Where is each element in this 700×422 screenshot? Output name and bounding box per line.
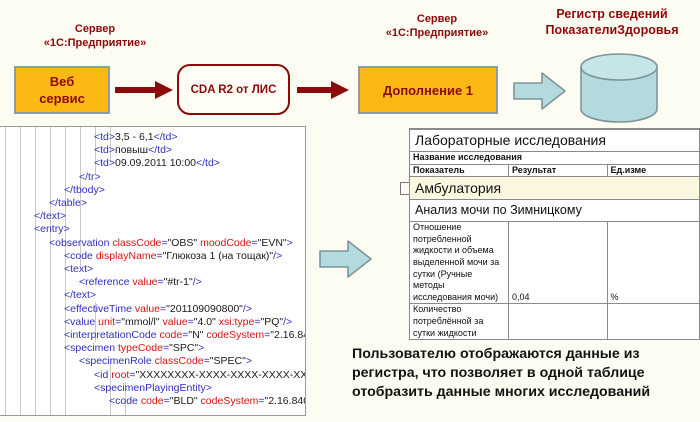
cyan-block-arrow-icon: [318, 238, 374, 285]
indent-guide: [65, 127, 66, 415]
register-table-panel[interactable]: Лабораторные исследования Название иссле…: [409, 128, 700, 340]
cell-unit: %: [606, 221, 699, 305]
column-header-result[interactable]: Результат: [508, 163, 608, 178]
table-left-rail: [409, 128, 410, 340]
indent-guide: [95, 127, 96, 175]
node-cda[interactable]: CDA R2 от ЛИС: [177, 64, 290, 115]
table-study-label: Анализ мочи по Зимницкому: [410, 199, 699, 223]
xml-line: </tbody>: [64, 183, 105, 196]
xml-line: <effectiveTime value="201109090800"/>: [64, 302, 252, 315]
xml-line: <value unit="mmol/l" value="4.0" xsi:typ…: [64, 315, 293, 328]
xml-line: <specimenPlayingEntity>: [94, 381, 212, 394]
table-group-label: Амбулатория: [410, 176, 699, 201]
red-arrow-icon: [115, 79, 175, 101]
xml-line: <specimen typeCode="SPC">: [64, 342, 205, 355]
column-header-parameter[interactable]: Показатель: [410, 163, 509, 178]
xml-line: <code displayName="Глюкоза 1 (на тощак)"…: [64, 249, 283, 262]
label-register: Регистр сведений ПоказателиЗдоровья: [545, 7, 679, 37]
xml-line: <td>09.09.2011 10:00</td>: [94, 157, 220, 170]
table-row-header: Показатель Результат Ед.изме: [410, 163, 699, 178]
register-table: Лабораторные исследования Название иссле…: [410, 129, 699, 339]
caption-text: Пользователю отображаются данные из реги…: [352, 346, 651, 400]
table-left-stub: [400, 182, 409, 195]
indent-guide: [110, 127, 111, 163]
indent-guide: [110, 359, 111, 415]
column-header-unit[interactable]: Ед.изме: [606, 163, 699, 178]
xml-line: </table>: [49, 197, 87, 209]
table-body: Лабораторные исследования Название иссле…: [410, 129, 699, 339]
xml-code-panel[interactable]: <td>3,5 - 6,1</td> <td>повыш</td> <td>09.0…: [0, 126, 306, 416]
table-title: Лабораторные исследования: [410, 129, 699, 152]
indent-guide: [35, 127, 36, 415]
xml-line: <td>3,5 - 6,1</td>: [94, 131, 178, 143]
cell-result: 0,04: [508, 221, 608, 305]
indent-guide: [125, 382, 126, 415]
cell-result: 2 000: [508, 303, 608, 339]
indent-guide: [95, 302, 96, 342]
xml-line: </text>: [64, 289, 97, 302]
table-row-subtitle: Название исследования: [410, 151, 699, 165]
indent-guide: [50, 127, 51, 415]
cell-parameter: Количество потреблённой за сутки жидкост…: [410, 303, 509, 339]
cell-parameter: Отношение потребленной жидкости и объема…: [410, 221, 509, 305]
node-web-service[interactable]: Веб сервис: [14, 66, 110, 114]
label-server-right: Сервер «1С:Предприятие»: [385, 13, 489, 39]
database-cylinder-icon: [578, 53, 660, 130]
table-row-title: Лабораторные исследования: [410, 129, 699, 152]
table-row[interactable]: Количество потреблённой за сутки жидкост…: [410, 303, 699, 339]
xml-line: <text>: [64, 263, 94, 275]
table-row-study: Анализ мочи по Зимницкому: [410, 199, 699, 223]
indent-guide: [5, 127, 6, 415]
indent-guide: [20, 127, 21, 415]
node-addon[interactable]: Дополнение 1: [358, 66, 498, 114]
red-arrow-icon: [297, 79, 351, 101]
xml-line: <code code="BLD" codeSystem="2.16.840.1.…: [109, 395, 305, 407]
cyan-block-arrow-icon: [512, 70, 568, 117]
xml-line: <td>повыш</td>: [94, 144, 173, 157]
xml-line: </tr>: [79, 170, 101, 183]
xml-line: <reference value="#tr-1"/>: [79, 276, 202, 289]
cell-unit: мл: [606, 303, 699, 339]
xml-line: </text>: [34, 210, 67, 223]
indent-guide: [80, 127, 81, 267]
table-row[interactable]: Отношение потребленной жидкости и объема…: [410, 221, 699, 305]
xml-line: <observation classCode="OBS" moodCode="E…: [49, 236, 293, 249]
table-row-group: Амбулатория: [410, 176, 699, 201]
xml-line: <entry>: [34, 223, 70, 236]
label-server-left: Сервер «1С:Предприятие»: [43, 23, 147, 49]
xml-line: <interpretationCode code="N" codeSystem=…: [64, 329, 305, 341]
xml-line: <id root="XXXXXXXX-XXXX-XXXX-XXXX-XXXXXX…: [94, 368, 306, 381]
xml-line: <specimenRole classCode="SPEC">: [79, 355, 252, 368]
table-subtitle: Название исследования: [410, 151, 699, 165]
